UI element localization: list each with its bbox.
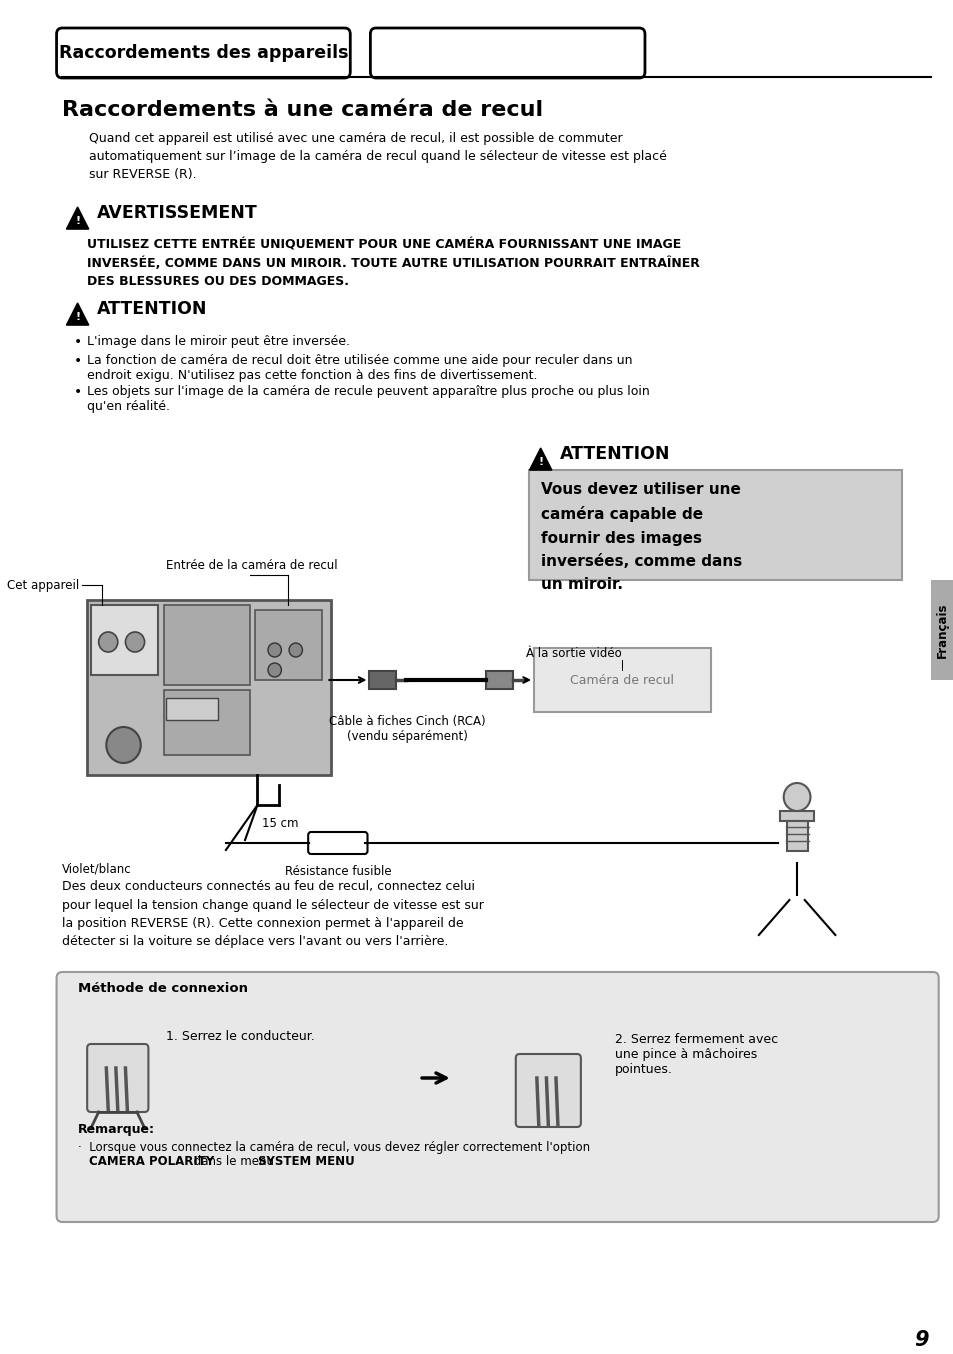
Text: qu'en réalité.: qu'en réalité. xyxy=(87,399,170,413)
Circle shape xyxy=(289,643,302,657)
Text: •: • xyxy=(73,334,82,349)
Text: Méthode de connexion: Méthode de connexion xyxy=(77,982,248,995)
FancyBboxPatch shape xyxy=(534,649,710,712)
Text: !: ! xyxy=(75,217,80,226)
FancyBboxPatch shape xyxy=(254,611,321,680)
Text: Résistance fusible: Résistance fusible xyxy=(284,865,391,877)
Text: À la sortie vidéo: À la sortie vidéo xyxy=(526,647,621,659)
Polygon shape xyxy=(529,448,551,470)
Text: ATTENTION: ATTENTION xyxy=(96,301,207,318)
FancyBboxPatch shape xyxy=(486,672,513,689)
Text: Raccordements à une caméra de recul: Raccordements à une caméra de recul xyxy=(62,100,543,121)
FancyBboxPatch shape xyxy=(87,1044,149,1112)
Text: (vendu séparément): (vendu séparément) xyxy=(347,730,468,743)
Text: dans le menu: dans le menu xyxy=(190,1155,277,1169)
Text: endroit exigu. N'utilisez pas cette fonction à des fins de divertissement.: endroit exigu. N'utilisez pas cette fonc… xyxy=(87,370,537,382)
Text: !: ! xyxy=(537,458,542,467)
Text: Des deux conducteurs connectés au feu de recul, connectez celui
pour lequel la t: Des deux conducteurs connectés au feu de… xyxy=(62,880,484,949)
FancyBboxPatch shape xyxy=(87,600,331,774)
Circle shape xyxy=(268,643,281,657)
Text: Cet appareil: Cet appareil xyxy=(8,578,79,592)
Text: AVERTISSEMENT: AVERTISSEMENT xyxy=(96,204,257,222)
Text: 9: 9 xyxy=(913,1330,928,1350)
Text: Quand cet appareil est utilisé avec une caméra de recul, il est possible de comm: Quand cet appareil est utilisé avec une … xyxy=(89,131,666,181)
Text: SYSTEM MENU: SYSTEM MENU xyxy=(258,1155,355,1169)
Text: La fonction de caméra de recul doit être utilisée comme une aide pour reculer da: La fonction de caméra de recul doit être… xyxy=(87,353,632,367)
FancyBboxPatch shape xyxy=(91,605,158,676)
Text: L'image dans le miroir peut être inversée.: L'image dans le miroir peut être inversé… xyxy=(87,334,350,348)
Text: UTILISEZ CETTE ENTRÉE UNIQUEMENT POUR UNE CAMÉRA FOURNISSANT UNE IMAGE
INVERSÉE,: UTILISEZ CETTE ENTRÉE UNIQUEMENT POUR UN… xyxy=(87,238,700,288)
Text: une pince à mâchoires: une pince à mâchoires xyxy=(615,1048,757,1062)
Text: ·  Lorsque vous connectez la caméra de recul, vous devez régler correctement l'o: · Lorsque vous connectez la caméra de re… xyxy=(77,1141,589,1154)
Text: Raccordements des appareils: Raccordements des appareils xyxy=(59,43,348,62)
FancyBboxPatch shape xyxy=(930,580,953,680)
Text: Les objets sur l'image de la caméra de recule peuvent apparaître plus proche ou : Les objets sur l'image de la caméra de r… xyxy=(87,385,649,398)
FancyBboxPatch shape xyxy=(529,470,902,580)
Text: Vous devez utiliser une
caméra capable de
fournir des images
inversées, comme da: Vous devez utiliser une caméra capable d… xyxy=(540,482,741,592)
Text: •: • xyxy=(73,353,82,368)
Text: pointues.: pointues. xyxy=(615,1063,673,1076)
FancyBboxPatch shape xyxy=(166,699,218,720)
Text: 1. Serrez le conducteur.: 1. Serrez le conducteur. xyxy=(166,1029,314,1043)
Text: .: . xyxy=(336,1155,340,1169)
Circle shape xyxy=(125,632,145,653)
Text: CAMERA POLARITY: CAMERA POLARITY xyxy=(89,1155,214,1169)
Text: •: • xyxy=(73,385,82,399)
FancyBboxPatch shape xyxy=(785,821,807,852)
Circle shape xyxy=(98,632,117,653)
FancyBboxPatch shape xyxy=(56,972,938,1223)
Text: Entrée de la caméra de recul: Entrée de la caméra de recul xyxy=(166,559,337,571)
Text: Caméra de recul: Caméra de recul xyxy=(569,673,674,686)
Polygon shape xyxy=(67,207,89,229)
Circle shape xyxy=(268,663,281,677)
Text: !: ! xyxy=(75,313,80,322)
Circle shape xyxy=(782,783,810,811)
Text: ATTENTION: ATTENTION xyxy=(559,445,670,463)
FancyBboxPatch shape xyxy=(779,811,814,821)
Text: Remarque:: Remarque: xyxy=(77,1122,154,1136)
Text: Câble à fiches Cinch (RCA): Câble à fiches Cinch (RCA) xyxy=(329,715,485,728)
FancyBboxPatch shape xyxy=(516,1053,580,1127)
FancyBboxPatch shape xyxy=(164,691,250,756)
Text: 15 cm: 15 cm xyxy=(262,816,298,830)
FancyBboxPatch shape xyxy=(370,28,644,79)
Text: 2. Serrez fermement avec: 2. Serrez fermement avec xyxy=(615,1033,778,1047)
Circle shape xyxy=(106,727,141,764)
Polygon shape xyxy=(67,303,89,325)
FancyBboxPatch shape xyxy=(164,605,250,685)
FancyBboxPatch shape xyxy=(369,672,395,689)
Text: Violet/blanc: Violet/blanc xyxy=(62,862,132,876)
Text: Français: Français xyxy=(935,603,948,658)
FancyBboxPatch shape xyxy=(56,28,350,79)
FancyBboxPatch shape xyxy=(308,831,367,854)
